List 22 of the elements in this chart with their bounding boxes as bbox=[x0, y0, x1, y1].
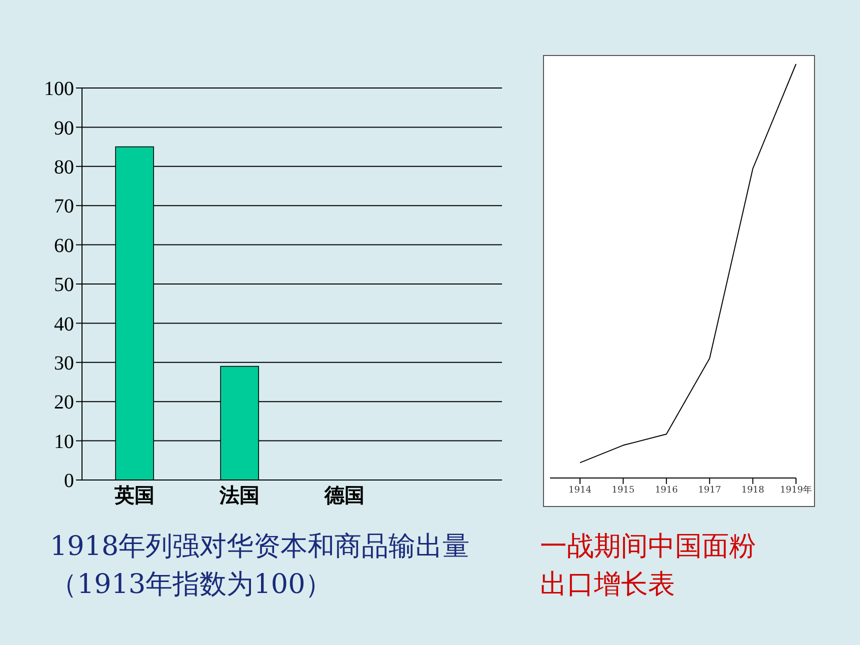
y-tick-label: 80 bbox=[54, 156, 74, 178]
y-tick-label: 90 bbox=[54, 117, 74, 140]
x-tick-label: 1914 bbox=[568, 485, 592, 496]
x-tick-label: 法国 bbox=[218, 483, 260, 508]
x-tick-label: 1918 bbox=[741, 485, 765, 496]
y-tick-label: 60 bbox=[54, 234, 74, 257]
x-tick-label: 德国 bbox=[324, 483, 364, 508]
y-tick-label: 50 bbox=[54, 274, 74, 296]
text: 1918年列强对华资本和商品输出量（1913年指数为100） bbox=[50, 530, 471, 602]
y-tick-label: 0 bbox=[64, 470, 74, 492]
y-tick-label: 30 bbox=[54, 352, 74, 374]
x-tick-label: 1917 bbox=[698, 485, 722, 496]
y-tick-label: 10 bbox=[54, 430, 74, 453]
x-tick-label: 1915 bbox=[612, 485, 635, 496]
y-tick-label: 70 bbox=[54, 196, 74, 218]
text: 一战期间中国面粉出口增长表 bbox=[540, 530, 757, 602]
x-tick-label: 英国 bbox=[114, 483, 154, 508]
y-tick-label: 20 bbox=[54, 392, 74, 414]
y-tick-label: 40 bbox=[54, 313, 74, 336]
x-tick-label: 1919年 bbox=[780, 484, 812, 496]
y-tick-label: 100 bbox=[44, 78, 74, 100]
x-tick-label: 1916 bbox=[654, 485, 678, 496]
